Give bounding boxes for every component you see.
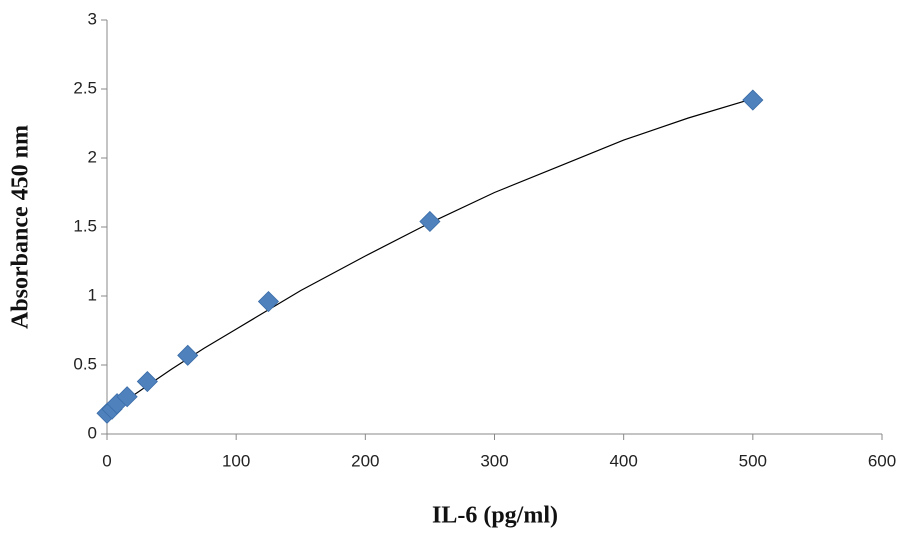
y-tick-label: 0.5 (73, 354, 97, 373)
x-tick-label: 0 (102, 451, 111, 470)
x-tick-label: 500 (739, 451, 767, 470)
x-tick-label: 400 (609, 451, 637, 470)
x-tick-label: 100 (222, 451, 250, 470)
data-point (743, 90, 763, 110)
data-point (178, 345, 198, 365)
trendline (107, 99, 753, 414)
x-tick-label: 600 (868, 451, 896, 470)
x-tick-label: 200 (351, 451, 379, 470)
chart: IL-6 (pg/ml) Absorbance 450 nm 0 0.5 1 1.5 2… (0, 0, 905, 537)
data-point (137, 372, 157, 392)
y-axis-title: Absorbance 450 nm (8, 125, 34, 329)
page: IL-6 (pg/ml) Absorbance 450 nm 0 0.5 1 1.5 2… (0, 0, 905, 537)
y-tick-label: 1.5 (73, 216, 97, 235)
y-tick-label: 0 (88, 423, 97, 442)
data-point (420, 211, 440, 231)
y-tick-label: 1 (88, 285, 97, 304)
y-tick-label: 2 (88, 147, 97, 166)
x-axis-title: IL-6 (pg/ml) (432, 503, 558, 529)
y-tick-label: 3 (88, 9, 97, 28)
data-point (258, 292, 278, 312)
x-tick-label: 300 (480, 451, 508, 470)
y-tick-label: 2.5 (73, 78, 97, 97)
